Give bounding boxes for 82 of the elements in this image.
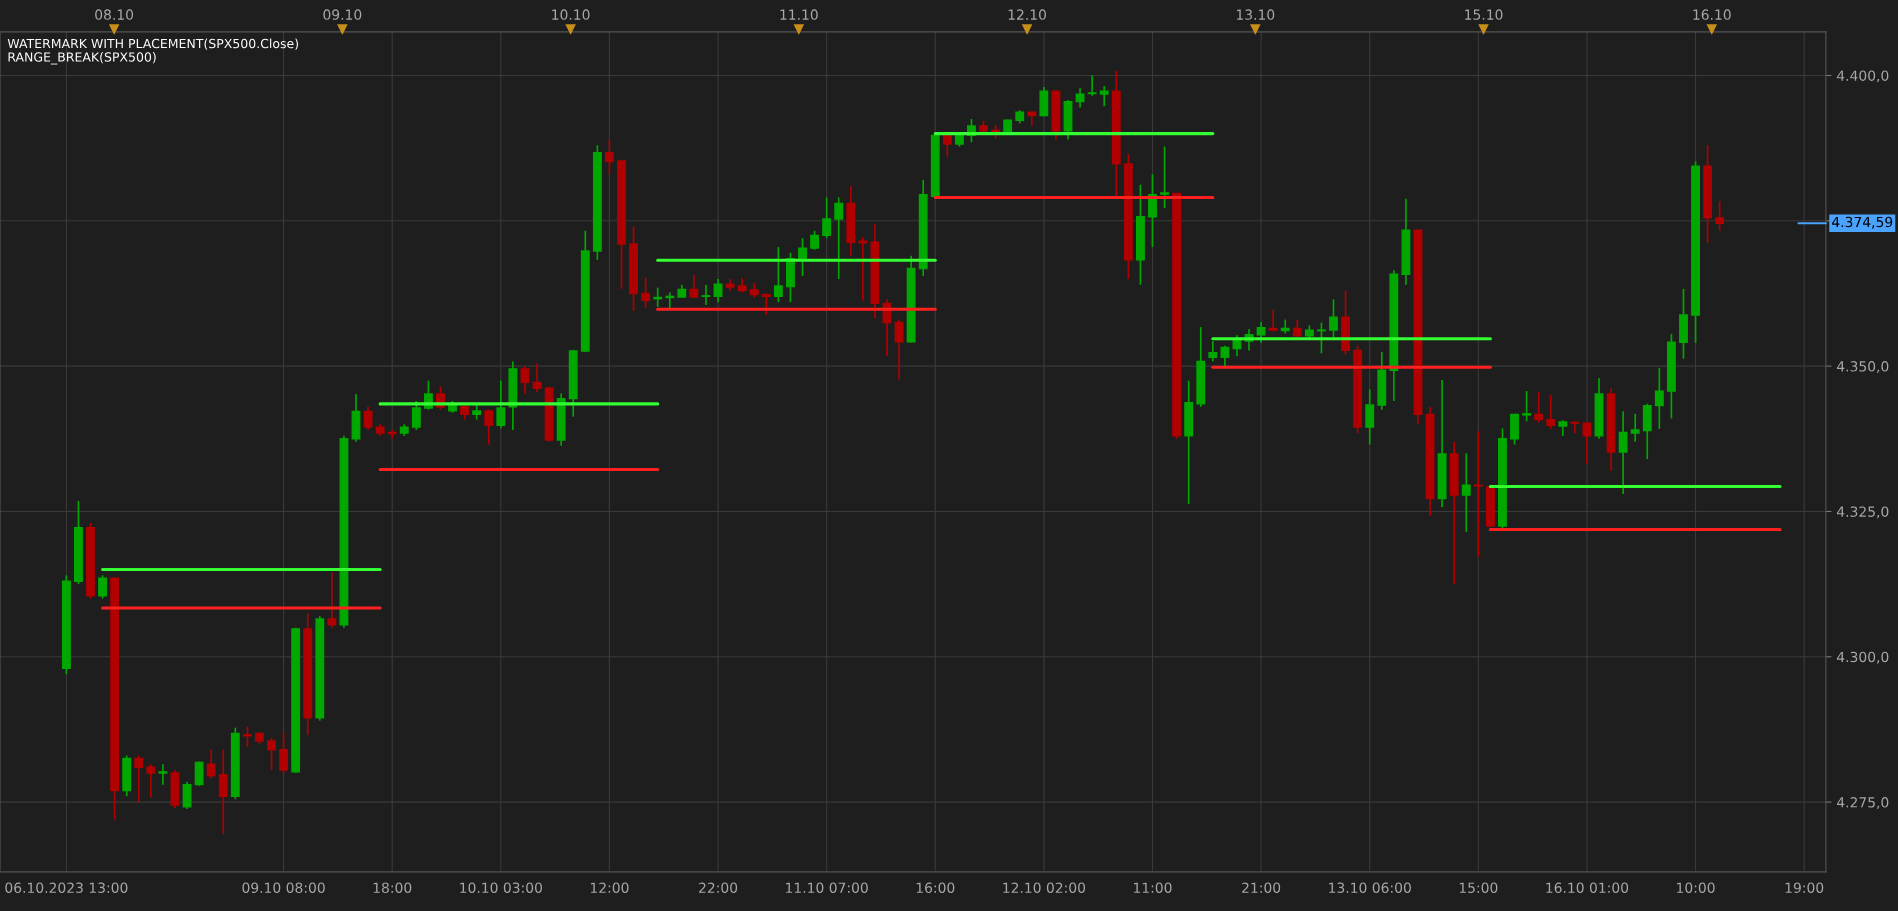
candlestick <box>496 379 506 430</box>
candlestick <box>713 278 723 304</box>
y-tick-label: 4.400,0 <box>1836 70 1889 83</box>
candlestick <box>484 408 494 446</box>
x-tick-label: 13.10 06:00 <box>1329 882 1411 893</box>
candlestick <box>327 571 337 629</box>
candlestick <box>858 236 868 302</box>
candlestick <box>1461 452 1471 533</box>
candlestick <box>363 405 373 431</box>
x-tick-label: 09.10 08:00 <box>242 882 325 893</box>
text: 09.10 <box>323 9 362 20</box>
x-tick-label: 22:00 <box>699 882 738 893</box>
candlestick <box>134 754 144 803</box>
candlestick <box>520 365 530 395</box>
candlestick <box>822 196 832 240</box>
candlestick <box>641 276 651 309</box>
candlestick <box>798 237 807 277</box>
candlestick <box>1329 298 1338 338</box>
candlestick <box>1473 430 1483 558</box>
candlestick <box>218 748 228 835</box>
candlestick <box>689 274 699 299</box>
candlestick <box>1099 85 1109 108</box>
x-tick-label: 16.10 01:00 <box>1546 882 1629 893</box>
candlestick <box>267 737 276 771</box>
candlestick <box>773 246 783 304</box>
x-tick-label: 15:00 <box>1459 882 1498 893</box>
candlestick <box>146 763 156 799</box>
candlestick <box>1618 410 1628 495</box>
x-tick-label: 11:00 <box>1134 882 1172 893</box>
candlestick <box>532 362 542 394</box>
x-tick-label: 11.10 07:00 <box>786 882 868 893</box>
candlestick <box>834 196 844 280</box>
x-tick-label: 18:00 <box>373 882 412 893</box>
text: 13.10 <box>1236 9 1275 20</box>
ref-line-label: 4.374,59 <box>1832 216 1893 229</box>
y-tick-label: 4.300,0 <box>1836 651 1889 664</box>
candlestick <box>1546 394 1556 430</box>
candlestick <box>1630 412 1640 443</box>
candlestick <box>98 574 108 600</box>
x-tick-label: 06.10.2023 13:00 <box>5 882 128 893</box>
x-tick-label: 16:00 <box>916 882 955 893</box>
candlestick <box>1160 145 1169 209</box>
text: 12.10 <box>1008 9 1047 20</box>
candlestick <box>206 748 216 780</box>
x-tick-label: 12.10 02:00 <box>1003 882 1086 893</box>
annotation: WATERMARK WITH PLACEMENT(SPX500.Close) <box>7 38 299 50</box>
candlestick <box>701 283 711 306</box>
candlestick <box>604 138 614 176</box>
candlestick <box>1220 344 1230 367</box>
annotation: RANGE_BREAK(SPX500) <box>8 52 156 65</box>
candlestick <box>1570 420 1580 434</box>
candlestick <box>761 292 771 316</box>
text: 15.10 <box>1465 9 1503 20</box>
candlestick <box>1522 390 1532 423</box>
candlestick <box>279 731 289 774</box>
candlestick <box>810 229 820 251</box>
text: 08.10 <box>95 9 134 20</box>
text: 11.10 <box>780 9 818 20</box>
candlestick <box>1534 391 1544 424</box>
x-tick-label: 10:00 <box>1677 882 1715 893</box>
x-tick-label: 19:00 <box>1785 882 1824 893</box>
y-tick-label: 4.350,0 <box>1836 361 1889 374</box>
candlestick <box>1654 367 1664 430</box>
candlestick <box>1256 321 1266 344</box>
candlestick <box>1075 87 1085 109</box>
x-tick-label: 10.10 03:00 <box>460 882 542 893</box>
x-tick-label: 12:00 <box>590 882 629 893</box>
candlestick <box>1582 421 1592 465</box>
x-tick-label: 21:00 <box>1242 882 1281 893</box>
candlestick <box>1317 321 1326 355</box>
y-tick-label: 4.325,0 <box>1836 506 1889 519</box>
candlestick <box>194 760 204 787</box>
y-tick-label: 4.275,0 <box>1836 797 1889 809</box>
text: 16.10 <box>1693 9 1731 20</box>
candlestick <box>242 725 252 748</box>
candlestick <box>1365 388 1375 446</box>
candlestick <box>158 763 168 786</box>
candlestick <box>1208 340 1218 363</box>
candlestick <box>1715 200 1725 232</box>
candlestick <box>1087 74 1097 97</box>
text: 10.10 <box>552 9 590 20</box>
candlestick <box>411 400 421 431</box>
